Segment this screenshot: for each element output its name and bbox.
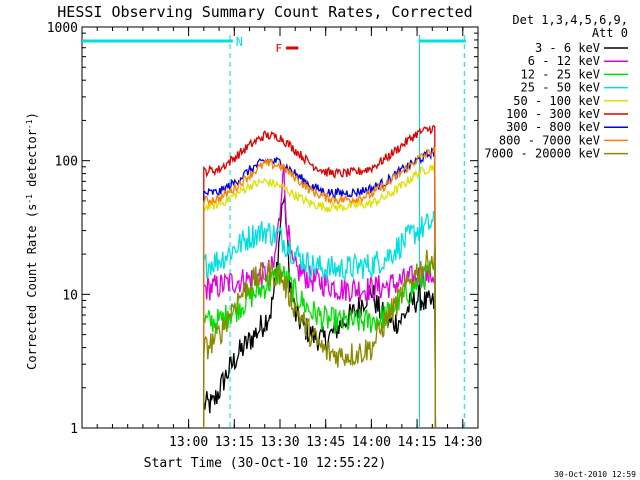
legend-header: Det 1,3,4,5,6,9, [512, 13, 628, 27]
y-axis-label-part: Corrected Count Rate (s [25, 204, 39, 370]
x-tick-label: 14:15 [398, 435, 437, 450]
legend-header: Att 0 [592, 26, 628, 40]
legend-label: 3 - 6 keV [535, 41, 600, 55]
series-line [203, 166, 437, 429]
legend-label: 6 - 12 keV [528, 54, 600, 68]
legend-label: 300 - 800 keV [506, 120, 600, 134]
x-tick-label: 14:00 [352, 435, 391, 450]
x-tick-label: 14:30 [443, 435, 482, 450]
y-tick-label: 10 [62, 288, 78, 303]
x-tick-label: 13:45 [306, 435, 345, 450]
legend-label: 800 - 7000 keV [499, 133, 600, 147]
y-axis-label-part: detector [25, 129, 39, 194]
legend-label: 7000 - 20000 keV [484, 147, 600, 161]
y-tick-label: 1000 [47, 21, 78, 36]
x-tick-label: 13:15 [215, 435, 254, 450]
y-axis-label: Corrected Count Rate (s-1 detector-1) [25, 112, 40, 370]
chart-title: HESSI Observing Summary Count Rates, Cor… [57, 3, 472, 21]
y-tick-label: 1 [70, 422, 78, 437]
series-line [203, 246, 437, 429]
series-line [203, 147, 437, 429]
footer-date: 30-Oct-2010 12:59 [554, 470, 636, 479]
legend-label: 12 - 25 keV [521, 67, 600, 81]
series-line [203, 210, 437, 429]
y-tick-label: 100 [55, 155, 78, 170]
x-tick-label: 13:00 [169, 435, 208, 450]
series-line [203, 146, 437, 429]
series-line [203, 259, 437, 429]
x-axis-label: Start Time (30-Oct-10 12:55:22) [144, 456, 387, 471]
plot-area: 1 10 100 1000 13:00 13:15 13:30 13:45 14:00 14:15… [47, 21, 483, 450]
y-axis-label-part: -1 [25, 194, 34, 204]
legend-label: 50 - 100 keV [513, 94, 600, 108]
legend-label: 100 - 300 keV [506, 107, 600, 121]
legend-label: 25 - 50 keV [521, 81, 600, 95]
y-axis-label-part: ) [25, 112, 39, 119]
series-line [203, 164, 437, 429]
series-line [203, 124, 437, 429]
y-axis-label-part: -1 [25, 119, 34, 129]
flare-label: F [275, 42, 282, 55]
night-marker-label: N [236, 35, 243, 49]
x-tick-label: 13:30 [260, 435, 299, 450]
